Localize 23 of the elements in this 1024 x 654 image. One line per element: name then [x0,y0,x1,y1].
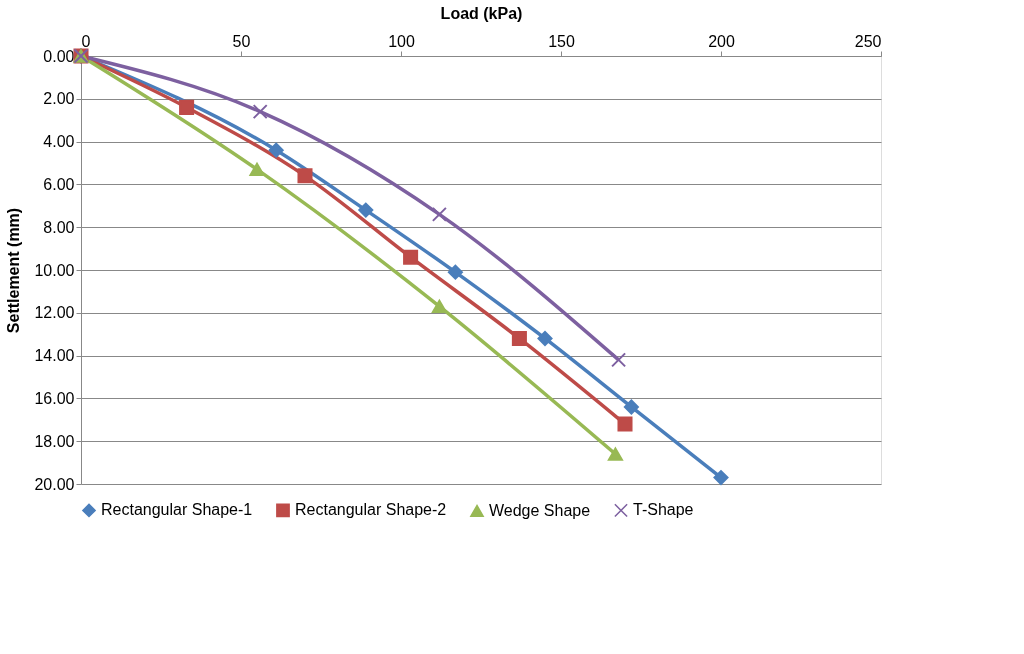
legend-label: Rectangular Shape-2 [295,501,447,519]
legend-label: T-Shape [633,501,694,519]
y-tick-label: 16.00 [34,389,75,407]
legend-label: Rectangular Shape-1 [101,501,253,519]
y-axis-title: Settlement (mm) [5,207,23,334]
x-tick-label: 150 [548,32,575,50]
x-tick-label: 50 [232,32,251,50]
y-tick-label: 0.00 [43,47,75,65]
y-tick-label: 8.00 [43,218,75,236]
x-tick-label: 100 [388,32,415,50]
x-tick-label: 250 [854,32,882,50]
y-tick-label: 4.00 [43,133,75,151]
x-axis-title: Load (kPa) [440,4,523,22]
y-tick-label: 20.00 [34,475,75,493]
y-tick-label: 14.00 [34,347,75,365]
y-tick-label: 10.00 [34,261,75,279]
x-tick-label: 200 [708,32,735,50]
y-tick-label: 18.00 [34,432,75,450]
y-tick-label: 12.00 [34,304,75,322]
legend-label: Wedge Shape [489,501,591,519]
y-tick-label: 2.00 [43,90,75,108]
y-tick-label: 6.00 [43,175,75,193]
x-tick-label: 0 [81,32,91,50]
